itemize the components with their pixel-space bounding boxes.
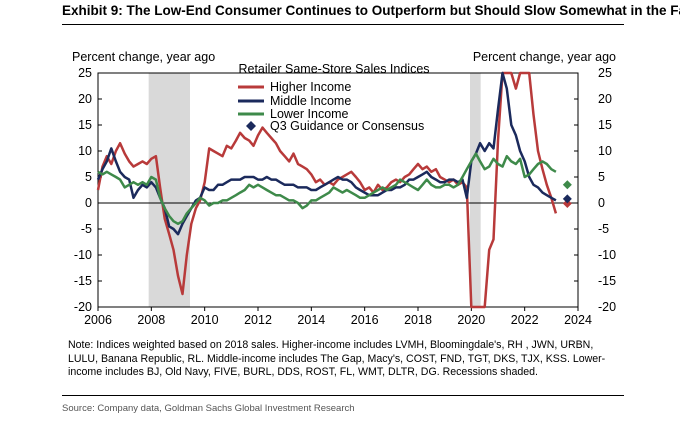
exhibit-title: Exhibit 9: The Low-End Consumer Continue… xyxy=(62,3,680,18)
y-tick-label-right: -5 xyxy=(598,222,609,236)
x-tick-label: 2022 xyxy=(511,313,539,327)
y-axis-label-right: Percent change, year ago xyxy=(473,50,616,64)
y-tick-label-left: 20 xyxy=(78,92,92,106)
series-lines xyxy=(96,71,558,309)
x-tick-label: 2010 xyxy=(191,313,219,327)
legend-label-lower-income: Lower Income xyxy=(270,107,349,121)
y-tick-label-right: -10 xyxy=(598,248,616,262)
recession-band-1 xyxy=(148,73,190,307)
x-tick-label: 2008 xyxy=(137,313,165,327)
source-line: Source: Company data, Goldman Sachs Glob… xyxy=(62,403,355,414)
guidance-markers xyxy=(562,180,572,209)
x-tick-label: 2012 xyxy=(244,313,272,327)
legend: Higher Income Middle Income Lower Income… xyxy=(238,80,424,133)
x-tick-label: 2014 xyxy=(297,313,325,327)
y-tick-label-left: -15 xyxy=(74,274,92,288)
y-axis-label-left: Percent change, year ago xyxy=(72,50,215,64)
recession-shading xyxy=(148,73,481,307)
legend-label-higher-income: Higher Income xyxy=(270,80,351,94)
y-tick-label-right: 10 xyxy=(598,144,612,158)
guidance-marker-middle-income xyxy=(562,194,572,204)
y-tick-label-right: 0 xyxy=(598,196,605,210)
x-tick-label: 2018 xyxy=(404,313,432,327)
legend-swatch-guidance-diamond xyxy=(246,121,256,131)
y-tick-label-left: 0 xyxy=(85,196,92,210)
series-line-middle-income xyxy=(96,71,557,236)
y-tick-label-left: 15 xyxy=(78,118,92,132)
recession-band-2 xyxy=(470,73,481,307)
y-tick-label-right: 20 xyxy=(598,92,612,106)
x-tick-label: 2006 xyxy=(84,313,112,327)
chart-title: Retailer Same-Store Sales Indices xyxy=(238,62,429,76)
y-tick-label-right: 15 xyxy=(598,118,612,132)
y-tick-label-left: -10 xyxy=(74,248,92,262)
chart-note: Note: Indices weighted based on 2018 sal… xyxy=(68,339,606,378)
source-divider xyxy=(62,395,624,396)
x-tick-label: 2024 xyxy=(564,313,592,327)
title-divider xyxy=(62,24,624,25)
series-line-lower-income xyxy=(97,152,557,226)
y-tick-label-left: -5 xyxy=(81,222,92,236)
y-tick-label-right: 5 xyxy=(598,170,605,184)
y-tick-label-left: 10 xyxy=(78,144,92,158)
guidance-marker-lower-income xyxy=(562,180,572,190)
y-tick-label-left: 25 xyxy=(78,66,92,80)
y-tick-label-right: -15 xyxy=(598,274,616,288)
y-tick-label-left: -20 xyxy=(74,300,92,314)
legend-label-guidance: Q3 Guidance or Consensus xyxy=(270,119,424,133)
x-tick-label: 2020 xyxy=(457,313,485,327)
x-tick-label: 2016 xyxy=(351,313,379,327)
legend-label-middle-income: Middle Income xyxy=(270,94,351,108)
y-tick-label-right: 25 xyxy=(598,66,612,80)
y-tick-label-right: -20 xyxy=(598,300,616,314)
guidance-marker-higher-income xyxy=(562,199,572,209)
y-tick-label-left: 5 xyxy=(85,170,92,184)
